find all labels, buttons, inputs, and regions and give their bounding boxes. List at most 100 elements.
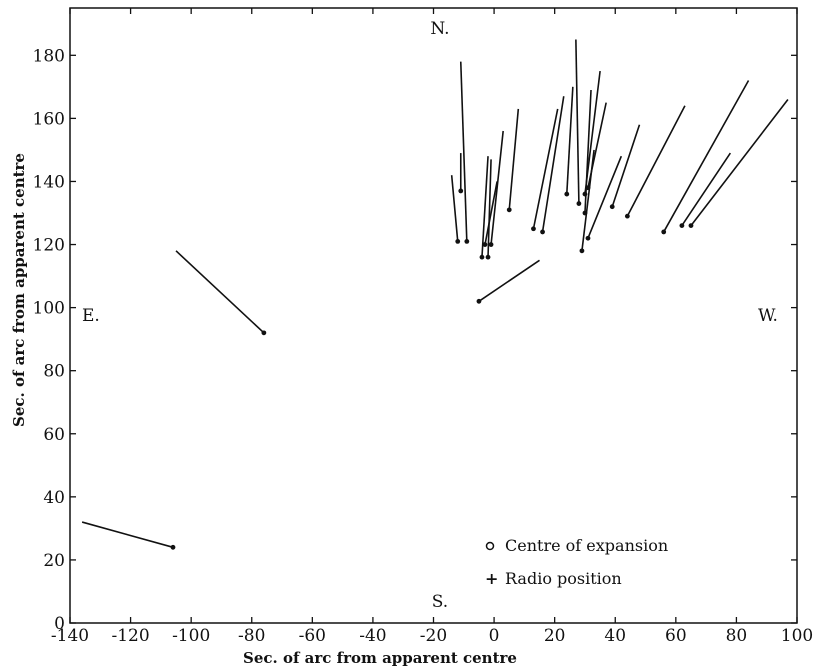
motion-vector-line <box>584 70 601 195</box>
x-tick-label: -120 <box>111 626 149 646</box>
x-tick-labels: -140 -120 -100 -80 -60 -40 -20 0 20 40 60 80 100 <box>51 626 813 646</box>
x-tick-label: 60 <box>665 626 687 646</box>
motion-vector-line <box>587 155 623 239</box>
motion-vector-point <box>582 191 588 197</box>
motion-vector-line <box>541 96 565 233</box>
motion-vector-line <box>663 80 750 233</box>
motion-vector-line <box>532 108 559 229</box>
motion-vector <box>458 153 464 194</box>
motion-vector <box>609 124 641 210</box>
motion-vector <box>531 108 559 232</box>
motion-vector <box>575 39 582 206</box>
motion-vector <box>485 159 492 260</box>
motion-vector-point <box>688 223 694 229</box>
motion-vector <box>688 98 789 229</box>
motion-vector-line <box>459 61 468 242</box>
motion-vector <box>81 521 176 550</box>
motion-vector-point <box>576 201 582 206</box>
motion-vector-line <box>481 156 489 258</box>
motion-vector-point <box>582 210 588 216</box>
motion-vector-line <box>484 181 498 245</box>
motion-vector-point <box>464 238 470 244</box>
y-tick-label: 180 <box>33 46 65 66</box>
motion-vector <box>679 152 732 229</box>
motion-vector-point <box>482 242 488 247</box>
y-tick-label: 100 <box>33 299 65 319</box>
y-tick-label: 0 <box>54 614 65 634</box>
motion-vectors <box>81 39 789 550</box>
motion-vector-point <box>455 238 461 244</box>
motion-vector <box>585 155 623 241</box>
motion-vector-line <box>450 175 459 242</box>
motion-vector-point <box>679 223 685 229</box>
y-tick-label: 120 <box>33 236 65 256</box>
motion-vector-line <box>611 124 641 207</box>
motion-vector <box>582 70 601 197</box>
motion-vector <box>585 102 607 191</box>
motion-vector-point <box>540 229 545 235</box>
legend-plus-marker: + <box>485 569 498 588</box>
y-tick-labels: 0 20 40 60 80 100 120 140 160 180 <box>33 46 65 634</box>
y-tick-label: 40 <box>43 488 65 508</box>
y-tick-label: 20 <box>43 551 65 571</box>
x-tick-label: -20 <box>420 626 447 646</box>
y-tick-label: 140 <box>33 172 65 192</box>
motion-vector-line <box>626 105 686 217</box>
motion-vector <box>450 175 461 244</box>
motion-vector-point <box>564 191 570 197</box>
x-tick-label: -40 <box>359 626 386 646</box>
motion-vector-point <box>479 254 485 260</box>
compass-south: S. <box>432 592 448 612</box>
motion-vector <box>459 61 470 244</box>
motion-vector-line <box>690 98 789 227</box>
motion-vector-point <box>661 229 667 235</box>
motion-vector-line <box>175 250 265 334</box>
motion-vector-line <box>81 521 174 549</box>
motion-vector-point <box>261 330 267 336</box>
motion-vector-point <box>585 185 591 191</box>
motion-vector <box>476 259 540 304</box>
motion-vector-point <box>609 204 615 210</box>
x-tick-label: 100 <box>781 626 813 646</box>
x-tick-label: 0 <box>489 626 500 646</box>
motion-vector <box>661 80 750 235</box>
motion-vector-point <box>170 544 176 550</box>
y-tick-label: 160 <box>33 109 65 129</box>
motion-vector-point <box>485 254 491 260</box>
motion-vector-line <box>478 259 540 302</box>
motion-vector <box>175 250 267 336</box>
compass-east: E. <box>82 306 100 326</box>
motion-vector-point <box>579 248 585 254</box>
compass-west: W. <box>758 306 778 326</box>
motion-vector <box>624 105 686 219</box>
motion-vector-point <box>476 298 482 304</box>
x-tick-label: 40 <box>604 626 626 646</box>
legend: Centre of expansion + Radio position <box>485 536 668 588</box>
motion-vector <box>564 86 574 197</box>
motion-vector <box>479 156 489 260</box>
x-tick-label: 80 <box>726 626 748 646</box>
motion-vector-point <box>585 235 591 241</box>
motion-vector-line <box>681 152 732 227</box>
motion-vector-point <box>624 213 630 219</box>
y-tick-label: 60 <box>43 425 65 445</box>
x-tick-label: -80 <box>238 626 265 646</box>
y-axis-title: Sec. of arc from apparent centre <box>10 153 28 427</box>
motion-vector <box>540 96 565 235</box>
x-tick-label: 20 <box>544 626 566 646</box>
motion-vector <box>488 130 504 247</box>
motion-vector-point <box>458 188 464 194</box>
motion-vector-line <box>565 86 574 195</box>
compass-north: N. <box>430 19 449 39</box>
legend-circle-marker <box>485 541 495 551</box>
motion-vector-line <box>490 130 504 245</box>
x-tick-label: -140 <box>51 626 89 646</box>
motion-vector <box>506 108 520 213</box>
motion-vector-point <box>531 226 536 232</box>
motion-vector-point <box>488 242 494 247</box>
motion-vector <box>482 181 498 247</box>
motion-vector-line <box>575 39 580 204</box>
tick-marks <box>69 8 798 624</box>
x-tick-label: -100 <box>172 626 210 646</box>
